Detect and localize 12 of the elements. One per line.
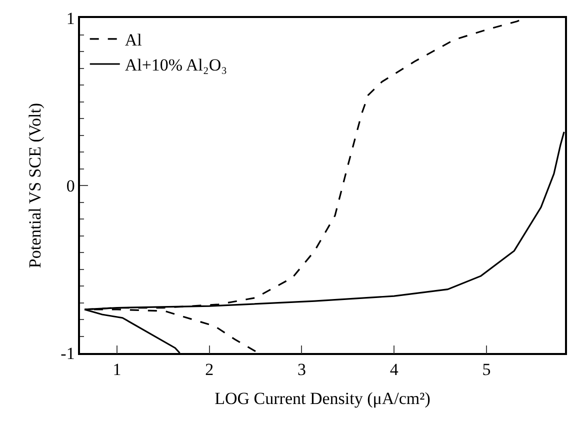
- y-tick-label: 0: [66, 176, 75, 196]
- legend-label: Al+10% Al₂O₃: [124, 56, 228, 75]
- x-tick-label: 3: [297, 360, 306, 380]
- x-tick-label: 4: [390, 360, 399, 380]
- x-tick-label: 1: [112, 360, 122, 380]
- x-axis-title: LOG Current Density (μA/cm²): [214, 389, 430, 408]
- legend-label: Al: [124, 30, 142, 50]
- y-tick-label: 1: [66, 8, 75, 28]
- y-tick-label: -1: [60, 344, 75, 363]
- x-tick-label: 5: [482, 360, 491, 380]
- x-tick-label: 2: [205, 360, 214, 380]
- y-axis-title: Potential VS SCE (Volt): [26, 102, 45, 268]
